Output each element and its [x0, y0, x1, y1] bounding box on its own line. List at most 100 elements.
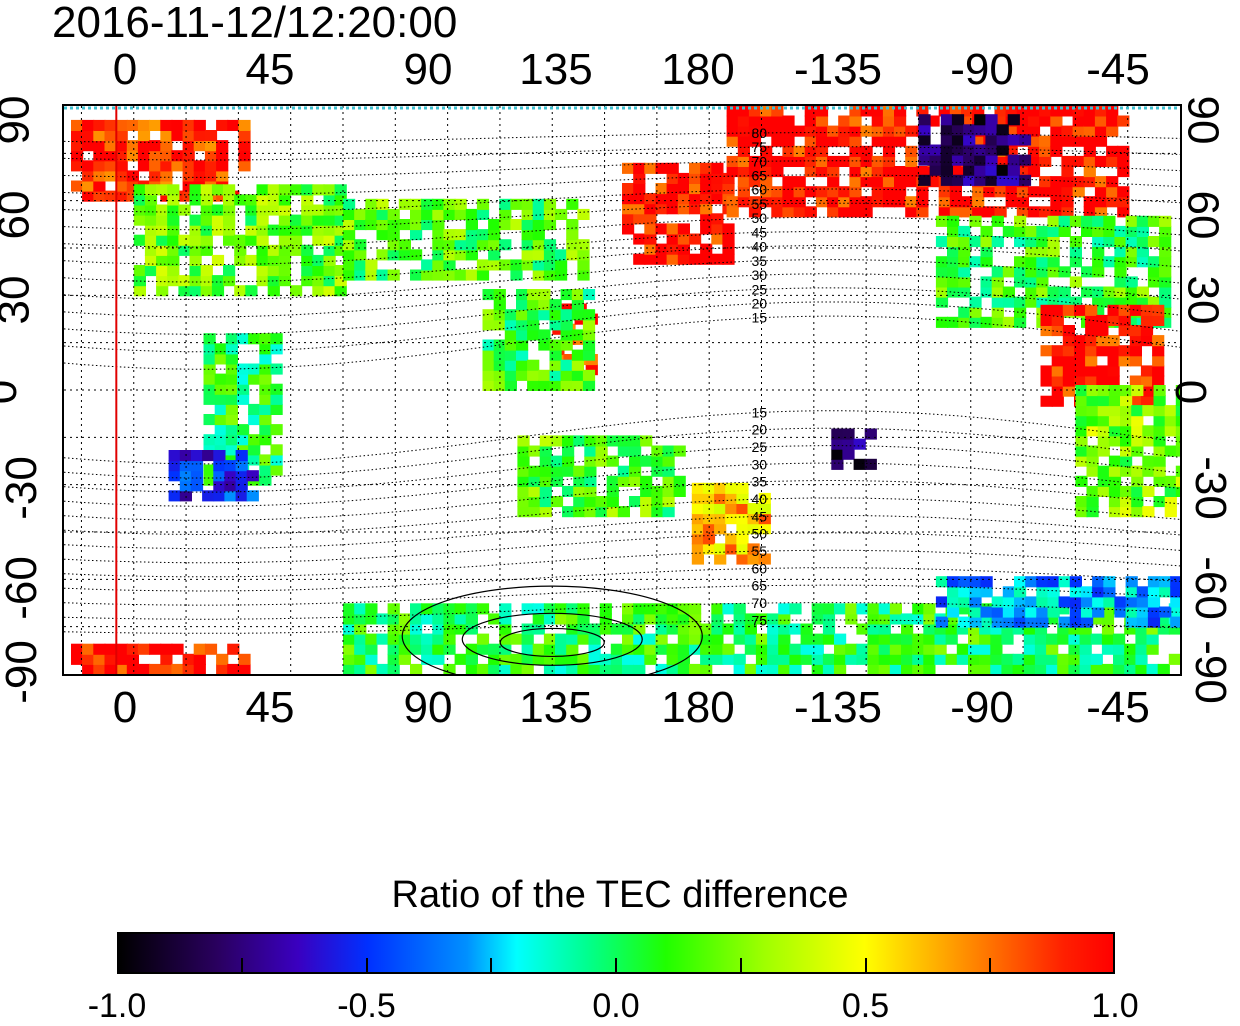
tec-data-cell — [566, 653, 579, 665]
tec-data-cell — [443, 663, 456, 674]
tec-data-cell — [736, 482, 749, 494]
tec-data-cell — [1050, 145, 1063, 157]
tec-data-cell — [778, 643, 791, 655]
tec-data-cell — [1050, 176, 1063, 188]
tec-data-cell — [499, 259, 512, 271]
tec-data-cell — [882, 125, 896, 137]
tec-data-cell — [267, 194, 280, 206]
tec-data-cell — [974, 154, 987, 166]
tec-data-cell — [179, 470, 192, 482]
tec-data-cell — [935, 215, 949, 227]
tec-data-cell — [934, 623, 947, 635]
tec-data-cell — [644, 233, 657, 245]
tec-data-cell — [980, 246, 993, 258]
tec-data-cell — [1047, 606, 1060, 618]
tec-data-cell — [1129, 335, 1142, 347]
tec-data-cell — [1085, 304, 1098, 316]
tec-data-cell — [815, 166, 829, 178]
tec-data-cell — [789, 643, 802, 655]
tec-data-cell — [1074, 375, 1087, 387]
tec-data-cell — [584, 475, 597, 487]
tec-data-cell — [882, 196, 896, 208]
tec-data-cell — [1118, 304, 1131, 316]
tec-data-cell — [278, 184, 291, 196]
tec-data-cell — [894, 166, 907, 178]
tec-data-cell — [1103, 286, 1116, 298]
tec-data-cell — [571, 329, 584, 341]
tec-data-cell — [1051, 395, 1064, 407]
tec-data-cell — [1142, 506, 1155, 518]
tec-data-cell — [737, 176, 750, 188]
tec-data-cell — [365, 219, 378, 231]
tec-data-cell — [691, 492, 704, 504]
tec-data-cell — [736, 543, 749, 555]
tec-data-cell — [961, 206, 974, 218]
tec-data-cell — [985, 164, 998, 176]
tec-data-cell — [878, 643, 891, 655]
tec-data-cell — [560, 369, 573, 381]
tec-data-cell — [82, 140, 95, 152]
tec-data-cell — [126, 170, 139, 182]
tec-data-cell — [204, 170, 218, 182]
tec-data-cell — [1085, 345, 1098, 357]
tec-data-cell — [270, 343, 283, 355]
tec-data-cell — [224, 470, 237, 482]
tec-data-cell — [182, 170, 195, 182]
tec-data-cell — [980, 316, 993, 328]
tec-data-cell — [958, 246, 971, 258]
tec-data-cell — [465, 603, 478, 615]
tec-data-cell — [1131, 425, 1144, 437]
tec-data-cell — [666, 172, 679, 184]
tec-data-cell — [443, 208, 456, 220]
tec-data-cell — [93, 160, 106, 172]
contour-label-south: 65 — [752, 578, 768, 594]
tec-data-cell — [334, 224, 347, 236]
tec-data-cell — [584, 445, 597, 457]
tec-data-cell — [822, 653, 836, 665]
tec-data-cell — [1036, 576, 1049, 588]
tec-data-cell — [1140, 304, 1154, 316]
tec-data-cell — [517, 496, 530, 508]
tec-data-cell — [259, 373, 272, 385]
tec-data-cell — [1079, 643, 1092, 655]
tec-data-cell — [144, 204, 158, 216]
tec-data-cell — [991, 286, 1004, 298]
tec-data-cell — [1025, 616, 1038, 628]
tec-data-cell — [1097, 405, 1110, 417]
tec-data-cell — [538, 329, 551, 341]
tec-data-cell — [595, 445, 608, 457]
tec-data-cell — [550, 475, 564, 487]
tec-data-cell — [595, 455, 608, 467]
tec-data-cell — [947, 586, 960, 598]
tec-data-cell — [1101, 623, 1115, 635]
tec-data-cell — [771, 206, 784, 218]
tec-data-cell — [947, 276, 960, 288]
tec-data-cell — [465, 663, 478, 674]
tec-data-cell — [1046, 653, 1059, 665]
tec-data-cell — [644, 162, 657, 174]
tec-data-cell — [1164, 415, 1177, 427]
tec-data-cell — [666, 623, 679, 635]
tec-data-cell — [499, 613, 512, 625]
tec-data-cell — [290, 184, 303, 196]
tec-data-cell — [454, 603, 467, 615]
tec-data-cell — [387, 269, 400, 281]
tec-data-cell — [398, 613, 411, 625]
tec-data-cell — [115, 130, 128, 142]
tec-data-cell — [714, 503, 727, 515]
tec-data-cell — [571, 369, 584, 381]
tec-data-cell — [1050, 106, 1063, 117]
tec-data-cell — [767, 623, 780, 635]
tec-data-cell — [912, 643, 925, 655]
tec-data-cell — [666, 603, 679, 615]
tec-data-cell — [225, 353, 238, 365]
tec-data-cell — [1051, 304, 1064, 316]
tec-data-cell — [991, 306, 1004, 318]
tec-data-cell — [905, 125, 918, 137]
tec-data-cell — [178, 204, 191, 216]
tec-data-cell — [213, 490, 226, 502]
tec-data-cell — [677, 233, 690, 245]
tec-data-cell — [725, 513, 738, 525]
tec-data-cell — [945, 623, 958, 635]
tec-data-cell — [1002, 296, 1015, 308]
